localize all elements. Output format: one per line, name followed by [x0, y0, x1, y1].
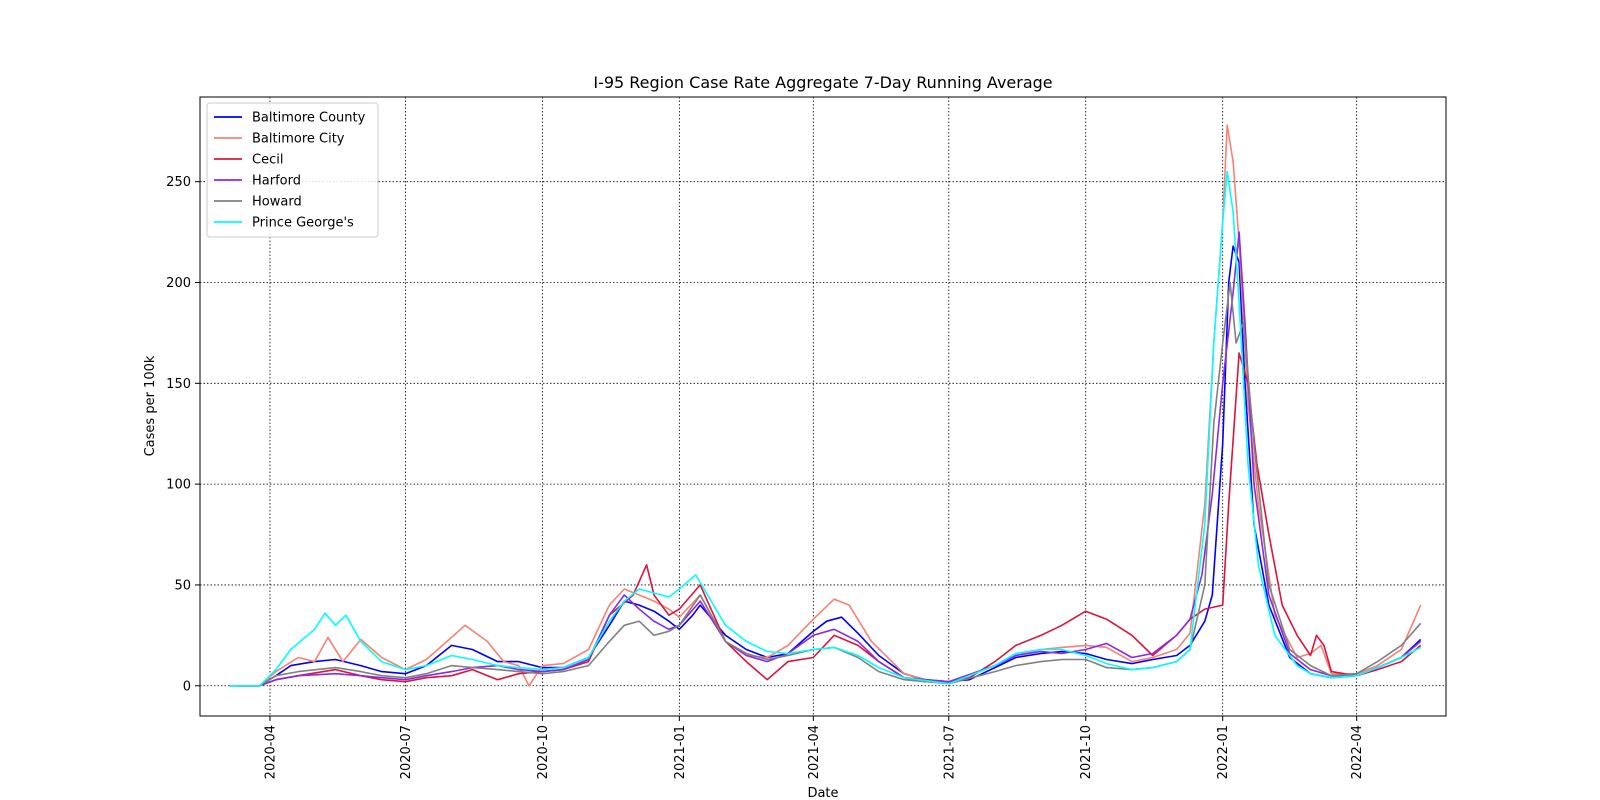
x-tick-label: 2020-07	[399, 725, 414, 779]
plot-area	[199, 96, 1447, 717]
x-tick-label: 2021-04	[807, 725, 822, 779]
x-tick-label: 2021-10	[1079, 725, 1094, 779]
x-tick-label: 2022-04	[1350, 725, 1365, 779]
series-line-5	[229, 170, 1422, 687]
x-tick-label: 2021-01	[673, 725, 688, 779]
legend-label: Baltimore City	[252, 132, 345, 147]
series-line-4	[237, 281, 1422, 687]
series-line-3	[237, 231, 1422, 687]
series-line-1	[229, 124, 1422, 687]
x-tick-label: 2021-07	[942, 725, 957, 779]
legend: Baltimore County Baltimore City Cecil Harfo…	[206, 102, 379, 238]
series-line-2	[237, 352, 1422, 687]
x-tick-label: 2020-10	[536, 725, 551, 779]
y-tick-label: 150	[166, 377, 191, 392]
y-tick-label: 100	[166, 478, 191, 493]
legend-label: Baltimore County	[252, 111, 366, 126]
legend-label: Howard	[252, 195, 302, 210]
x-axis-title: Date	[807, 786, 838, 800]
x-axis: 2020-04 2020-07 2020-10 2021-01 2021-04 2021-…	[263, 716, 1365, 779]
legend-label: Prince George's	[252, 216, 354, 231]
legend-label: Harford	[252, 174, 301, 189]
series-lines	[229, 124, 1422, 687]
chart-title: I-95 Region Case Rate Aggregate 7-Day Ru…	[593, 73, 1052, 92]
grid	[200, 97, 1446, 716]
y-tick-label: 50	[174, 578, 191, 593]
y-tick-label: 200	[166, 276, 191, 291]
y-tick-label: 250	[166, 175, 191, 190]
legend-label: Cecil	[252, 153, 283, 168]
x-tick-label: 2020-04	[263, 725, 278, 779]
y-axis-title: Cases per 100k	[143, 355, 158, 456]
x-tick-label: 2022-01	[1216, 725, 1231, 779]
y-tick-label: 0	[183, 679, 191, 694]
series-line-0	[229, 245, 1422, 687]
y-axis: 0 50 100 150 200 250	[166, 175, 200, 694]
legend-box	[206, 102, 379, 238]
